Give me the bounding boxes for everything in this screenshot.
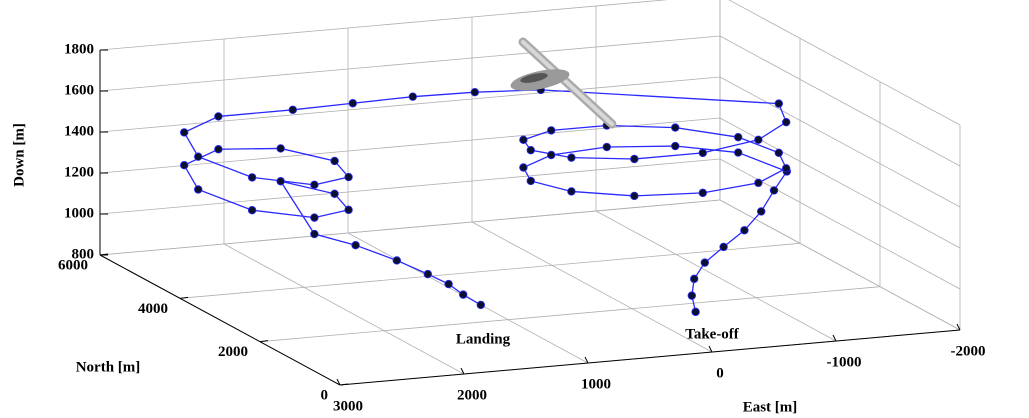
trajectory-point bbox=[311, 230, 319, 238]
trajectory-point bbox=[331, 157, 339, 165]
trajectory-point bbox=[459, 291, 467, 299]
trajectory-point bbox=[215, 113, 223, 121]
x-tick-label: 1000 bbox=[581, 376, 611, 392]
trajectory-point bbox=[568, 188, 576, 196]
trajectory-point bbox=[527, 146, 535, 154]
trajectory-point bbox=[755, 136, 763, 144]
y-tick-label: 6000 bbox=[58, 257, 88, 273]
z-tick-label: 1600 bbox=[64, 82, 94, 98]
z-tick-label: 1000 bbox=[64, 205, 94, 221]
trajectory-point bbox=[547, 127, 555, 135]
trajectory-point bbox=[741, 226, 749, 234]
grid-line bbox=[720, 0, 960, 125]
z-tick-label: 1400 bbox=[64, 123, 94, 139]
trajectory-point bbox=[349, 99, 357, 107]
y-tick-label: 0 bbox=[321, 387, 329, 403]
trajectory-point bbox=[180, 161, 188, 169]
annotation: Take-off bbox=[685, 326, 740, 342]
trajectory-point bbox=[782, 118, 790, 126]
grid-line bbox=[720, 159, 960, 289]
trajectory-point bbox=[180, 129, 188, 137]
trajectory-point bbox=[409, 93, 417, 101]
trajectory-point bbox=[775, 149, 783, 157]
trajectory-point bbox=[520, 136, 528, 144]
trajectory-point bbox=[688, 292, 696, 300]
trajectory-point bbox=[631, 192, 639, 200]
tick-mark bbox=[260, 341, 268, 342]
trajectory-point bbox=[471, 88, 479, 96]
chart: Down [m] North [m] East [m] Landing Take… bbox=[0, 0, 1029, 418]
trajectory-point bbox=[345, 173, 353, 181]
trajectory-point bbox=[782, 164, 790, 172]
x-axis-label: East [m] bbox=[743, 399, 798, 415]
grid-line bbox=[100, 0, 720, 50]
trajectory-point bbox=[352, 241, 360, 249]
trajectory-point bbox=[671, 142, 679, 150]
trajectory-point bbox=[699, 189, 707, 197]
z-axis-label: Down [m] bbox=[11, 123, 27, 187]
trajectory-point bbox=[692, 308, 700, 316]
trajectory-point bbox=[393, 257, 401, 265]
trajectory-point bbox=[215, 145, 223, 153]
x-tick-label: -2000 bbox=[951, 343, 986, 359]
trajectory-point bbox=[194, 153, 202, 161]
annotation: Landing bbox=[456, 331, 511, 347]
grid-line bbox=[100, 159, 720, 214]
trajectory-point bbox=[734, 149, 742, 157]
trajectory-point bbox=[720, 243, 728, 251]
trajectory-point bbox=[331, 190, 339, 198]
trajectory-point bbox=[631, 155, 639, 163]
trajectory-point bbox=[248, 206, 256, 214]
grid-line bbox=[100, 36, 720, 91]
trajectory-point bbox=[701, 259, 709, 267]
y-axis-label: North [m] bbox=[76, 359, 141, 375]
trajectory-point bbox=[277, 177, 285, 185]
trajectory-point bbox=[248, 174, 256, 182]
grid-line bbox=[720, 36, 960, 166]
z-tick-label: 1800 bbox=[64, 41, 94, 57]
trajectory-point bbox=[603, 143, 611, 151]
x-tick-label: 2000 bbox=[457, 387, 487, 403]
aircraft-icon bbox=[509, 42, 612, 124]
trajectory-point bbox=[311, 214, 319, 222]
trajectory-point bbox=[345, 206, 353, 214]
trajectory-point bbox=[755, 179, 763, 187]
trajectory-point bbox=[520, 164, 528, 172]
trajectory-point bbox=[770, 187, 778, 195]
trajectory-point bbox=[194, 186, 202, 194]
x-tick-label: -1000 bbox=[827, 354, 862, 370]
trajectory-point bbox=[477, 301, 485, 309]
trajectory-point bbox=[547, 151, 555, 159]
trajectory-point bbox=[424, 270, 432, 278]
trajectory-point bbox=[568, 154, 576, 162]
x-tick-label: 0 bbox=[716, 365, 724, 381]
trajectory-point bbox=[527, 177, 535, 185]
grid-line bbox=[224, 244, 464, 374]
trajectory-point bbox=[734, 133, 742, 141]
y-tick-label: 2000 bbox=[218, 344, 248, 360]
x-tick-label: 3000 bbox=[333, 398, 363, 414]
trajectory-point bbox=[289, 106, 297, 114]
trajectory-point bbox=[757, 208, 765, 216]
trajectory-point bbox=[671, 124, 679, 132]
y-tick-label: 4000 bbox=[138, 301, 168, 317]
z-tick-label: 1200 bbox=[64, 164, 94, 180]
trajectory-point bbox=[311, 181, 319, 189]
trajectory-point bbox=[277, 145, 285, 153]
trajectory-point bbox=[775, 100, 783, 108]
trajectory-point bbox=[690, 275, 698, 283]
trajectory-point bbox=[699, 149, 707, 157]
tick-mark bbox=[180, 297, 188, 298]
grid-line bbox=[100, 77, 720, 132]
trajectory-point bbox=[445, 280, 453, 288]
grid-line bbox=[720, 200, 960, 330]
